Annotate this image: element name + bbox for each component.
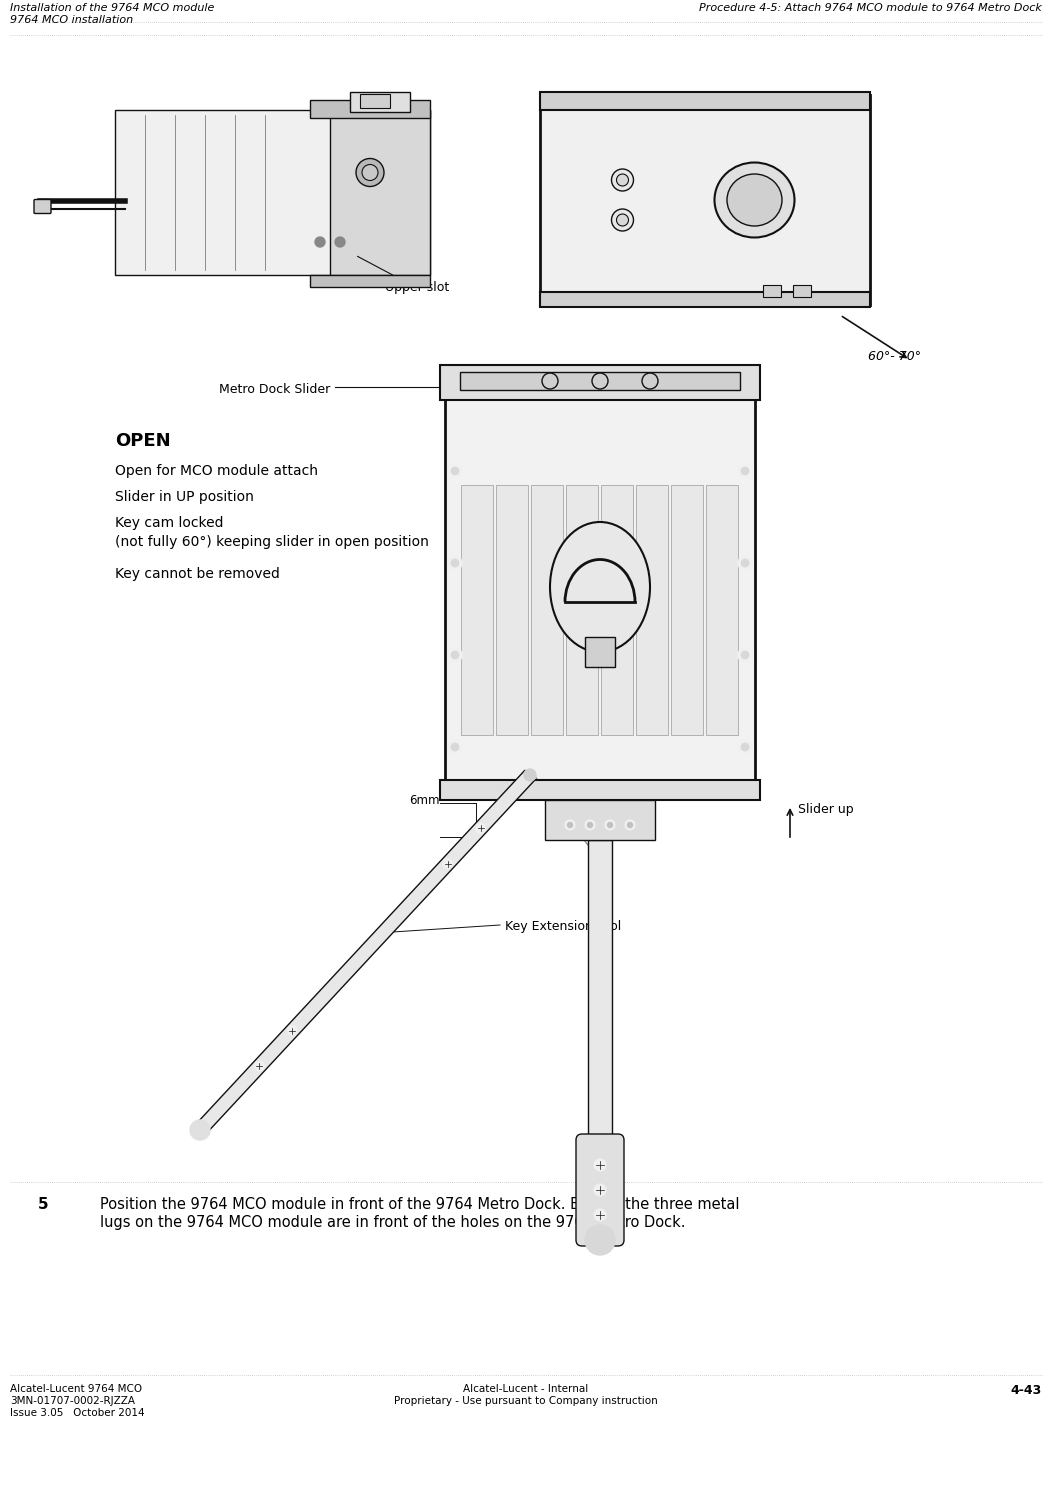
- Circle shape: [627, 822, 632, 827]
- Bar: [330, 110, 430, 275]
- Ellipse shape: [550, 522, 650, 651]
- Bar: [310, 100, 430, 117]
- Text: lugs on the 9764 MCO module are in front of the holes on the 9764 Metro Dock.: lugs on the 9764 MCO module are in front…: [100, 1215, 686, 1230]
- Circle shape: [607, 822, 612, 827]
- Bar: [540, 95, 870, 305]
- Bar: [115, 110, 430, 275]
- Text: Key cannot be removed: Key cannot be removed: [115, 567, 280, 581]
- Circle shape: [625, 819, 635, 830]
- Text: Metro Dock Slider: Metro Dock Slider: [219, 384, 330, 396]
- Circle shape: [741, 559, 749, 567]
- Bar: [601, 485, 633, 735]
- Text: OPEN: OPEN: [115, 433, 170, 451]
- Circle shape: [567, 822, 572, 827]
- Bar: [588, 840, 612, 1160]
- Bar: [636, 485, 668, 735]
- Circle shape: [739, 556, 752, 570]
- Circle shape: [739, 648, 752, 662]
- Text: Key cam locked: Key cam locked: [115, 516, 223, 529]
- Circle shape: [476, 824, 486, 833]
- Bar: [445, 396, 755, 796]
- Text: Alcatel-Lucent 9764 MCO: Alcatel-Lucent 9764 MCO: [11, 1384, 142, 1393]
- Text: Alcatel-Lucent - Internal: Alcatel-Lucent - Internal: [463, 1384, 589, 1393]
- Circle shape: [594, 1184, 606, 1196]
- Text: 5: 5: [38, 1197, 48, 1212]
- Bar: [540, 92, 870, 110]
- Ellipse shape: [611, 210, 633, 230]
- Circle shape: [524, 769, 537, 781]
- Circle shape: [190, 1120, 210, 1141]
- Circle shape: [315, 236, 325, 247]
- Bar: [531, 485, 563, 735]
- Ellipse shape: [616, 214, 628, 226]
- Text: Installation of the 9764 MCO module: Installation of the 9764 MCO module: [11, 3, 215, 13]
- Bar: [671, 485, 703, 735]
- Text: 9764 MCO installation: 9764 MCO installation: [11, 15, 134, 25]
- Ellipse shape: [611, 170, 633, 190]
- Bar: [495, 485, 528, 735]
- Text: Proprietary - Use pursuant to Company instruction: Proprietary - Use pursuant to Company in…: [394, 1396, 658, 1407]
- Circle shape: [451, 559, 459, 567]
- Bar: [566, 485, 598, 735]
- Circle shape: [448, 741, 462, 754]
- Circle shape: [287, 1026, 298, 1035]
- Text: Procedure 4-5: Attach 9764 MCO module to 9764 Metro Dock: Procedure 4-5: Attach 9764 MCO module to…: [700, 3, 1041, 13]
- Bar: [310, 275, 430, 287]
- Ellipse shape: [616, 174, 628, 186]
- Bar: [706, 485, 739, 735]
- Circle shape: [739, 741, 752, 754]
- Circle shape: [594, 1209, 606, 1221]
- Circle shape: [448, 464, 462, 477]
- Text: 4-43: 4-43: [1011, 1384, 1041, 1396]
- Ellipse shape: [362, 165, 378, 180]
- Text: Issue 3.05   October 2014: Issue 3.05 October 2014: [11, 1408, 144, 1419]
- Bar: [763, 286, 781, 297]
- Circle shape: [585, 819, 595, 830]
- Circle shape: [448, 648, 462, 662]
- Text: Position the 9764 MCO module in front of the 9764 Metro Dock. Ensure the three m: Position the 9764 MCO module in front of…: [100, 1197, 740, 1212]
- Circle shape: [451, 744, 459, 751]
- Circle shape: [255, 1062, 264, 1071]
- Circle shape: [594, 1158, 606, 1170]
- Circle shape: [741, 467, 749, 474]
- Circle shape: [741, 744, 749, 751]
- Polygon shape: [195, 770, 535, 1135]
- Text: Open for MCO module attach: Open for MCO module attach: [115, 464, 318, 477]
- Text: (not fully 60°) keeping slider in open position: (not fully 60°) keeping slider in open p…: [115, 535, 429, 549]
- Bar: [460, 372, 740, 390]
- Bar: [350, 92, 410, 112]
- Bar: [440, 364, 760, 400]
- Ellipse shape: [727, 174, 782, 226]
- Text: 6mm: 6mm: [409, 794, 440, 806]
- Bar: [585, 636, 615, 668]
- Circle shape: [739, 464, 752, 477]
- Text: Key Extension Tool: Key Extension Tool: [505, 920, 622, 932]
- Circle shape: [565, 819, 575, 830]
- Text: Slider in UP position: Slider in UP position: [115, 491, 254, 504]
- Text: Slider up: Slider up: [798, 803, 853, 816]
- Bar: [461, 485, 493, 735]
- Circle shape: [605, 819, 615, 830]
- Ellipse shape: [356, 159, 384, 186]
- Circle shape: [587, 822, 592, 827]
- Bar: [545, 800, 655, 840]
- Circle shape: [443, 859, 452, 868]
- Circle shape: [451, 467, 459, 474]
- Text: 60°- 70°: 60°- 70°: [868, 349, 920, 363]
- Ellipse shape: [714, 162, 794, 238]
- Circle shape: [335, 236, 345, 247]
- Bar: [540, 291, 870, 306]
- FancyBboxPatch shape: [576, 1135, 624, 1246]
- Text: 3MN-01707-0002-RJZZA: 3MN-01707-0002-RJZZA: [11, 1396, 135, 1407]
- Circle shape: [451, 651, 459, 659]
- Circle shape: [741, 651, 749, 659]
- Circle shape: [448, 556, 462, 570]
- Circle shape: [585, 1225, 615, 1255]
- Text: Upper slot: Upper slot: [358, 256, 449, 294]
- Bar: [792, 286, 810, 297]
- FancyBboxPatch shape: [34, 199, 50, 214]
- Bar: [440, 781, 760, 800]
- Bar: [360, 94, 390, 109]
